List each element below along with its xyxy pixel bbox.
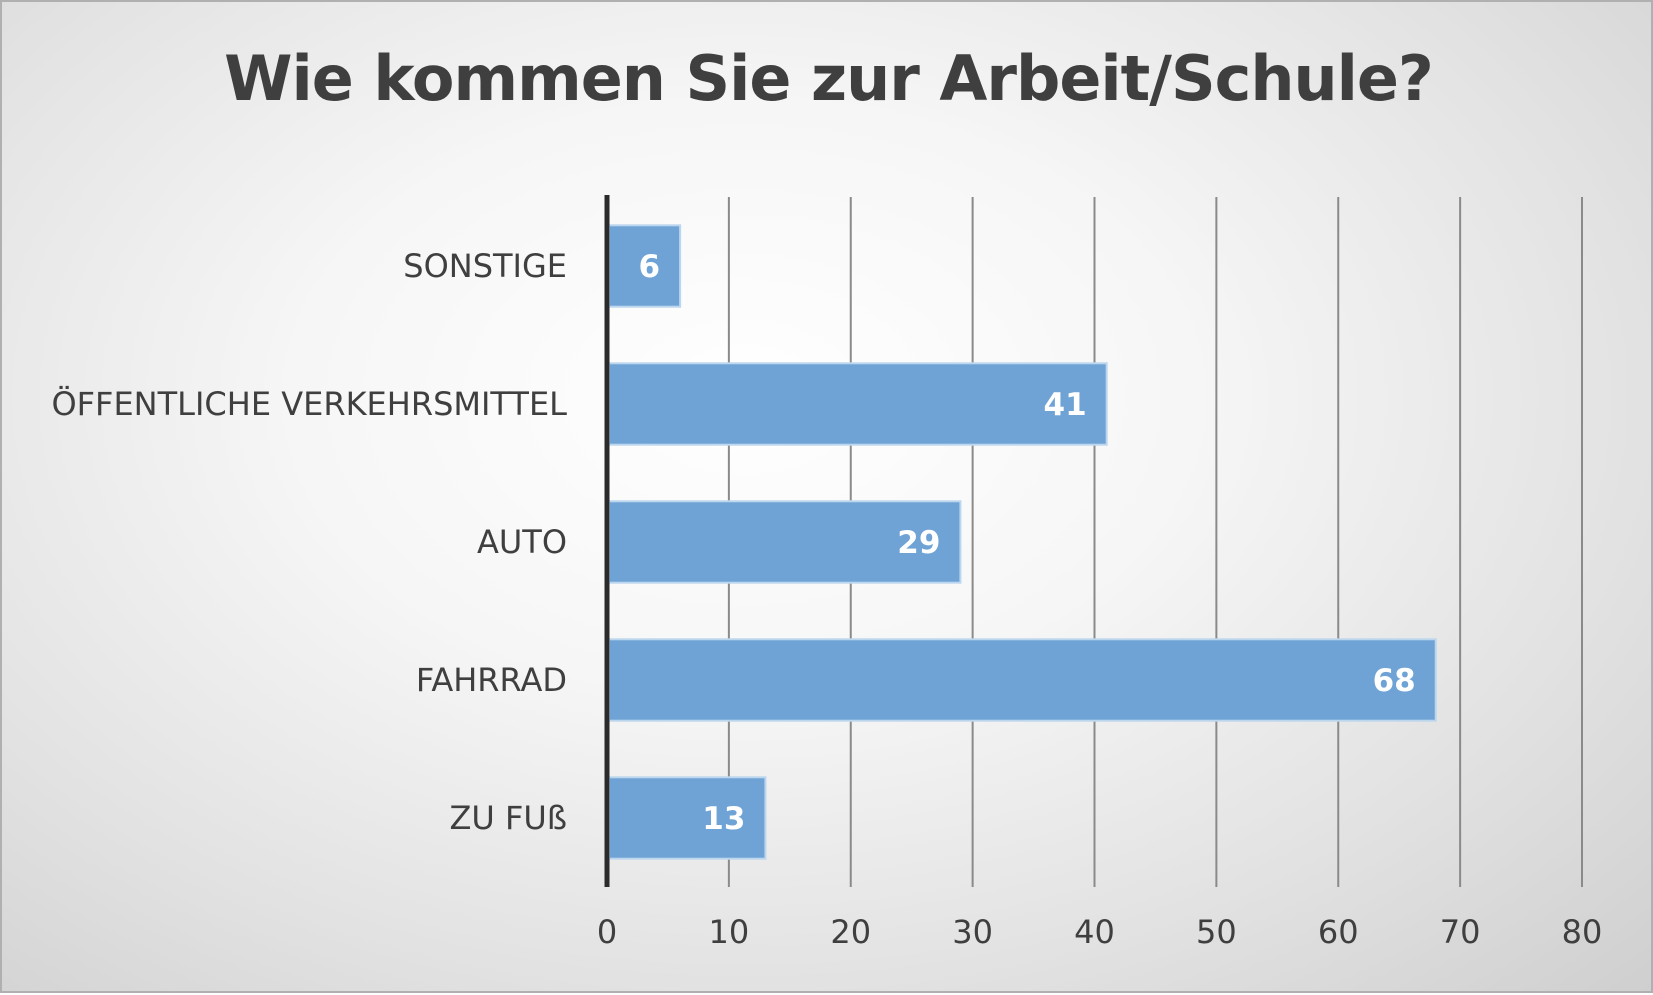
data-label-5: 6 bbox=[639, 249, 661, 285]
x-tick-label-50: 50 bbox=[1196, 913, 1237, 951]
labels: 0 10 20 30 40 50 60 70 80 ZU FUß 13 FAHRRAD 68 AUTO 29… bbox=[51, 247, 1602, 951]
category-label-3: AUTO bbox=[477, 523, 567, 561]
data-label-2: 68 bbox=[1373, 663, 1416, 699]
category-label-1: ZU FUß bbox=[450, 799, 568, 837]
bar-2 bbox=[608, 638, 1437, 722]
x-tick-label-20: 20 bbox=[830, 913, 871, 951]
bar-4 bbox=[608, 362, 1108, 446]
bar-1 bbox=[608, 776, 767, 860]
category-label-2: FAHRRAD bbox=[416, 661, 567, 699]
data-label-4: 41 bbox=[1044, 387, 1087, 423]
bar-3 bbox=[608, 500, 962, 584]
bars bbox=[608, 224, 1437, 860]
x-tick-label-40: 40 bbox=[1074, 913, 1115, 951]
x-tick-label-30: 30 bbox=[952, 913, 993, 951]
chart-title: Wie kommen Sie zur Arbeit/Schule? bbox=[224, 42, 1434, 115]
category-label-4: ÖFFENTLICHE VERKEHRSMITTEL bbox=[51, 385, 567, 423]
data-label-1: 13 bbox=[702, 801, 745, 837]
x-tick-label-60: 60 bbox=[1318, 913, 1359, 951]
x-tick-label-70: 70 bbox=[1440, 913, 1481, 951]
x-tick-label-80: 80 bbox=[1562, 913, 1603, 951]
category-label-5: SONSTIGE bbox=[403, 247, 567, 285]
x-tick-label-0: 0 bbox=[597, 913, 617, 951]
data-label-3: 29 bbox=[897, 525, 940, 561]
x-tick-label-10: 10 bbox=[709, 913, 750, 951]
